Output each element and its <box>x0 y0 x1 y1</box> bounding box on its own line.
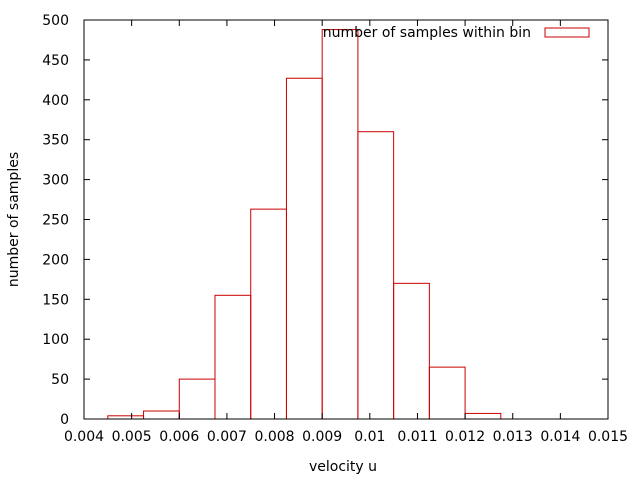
x-tick-label: 0.009 <box>302 429 342 445</box>
histogram-bar-7 <box>321 29 359 420</box>
x-tick-label: 0.008 <box>254 429 294 445</box>
legend-label: number of samples within bin <box>323 25 531 41</box>
histogram-bar-10 <box>428 366 466 420</box>
histogram-bar-8 <box>357 131 395 420</box>
plot-frame <box>83 19 609 420</box>
x-tick-label: 0.012 <box>445 429 485 445</box>
y-axis-title: number of samples <box>6 152 22 287</box>
y-tick-label: 350 <box>42 133 69 149</box>
x-tick-label: 0.005 <box>112 429 152 445</box>
y-tick-label: 100 <box>42 332 69 348</box>
ticks-layer <box>83 19 609 420</box>
x-tick-label: 0.004 <box>64 429 104 445</box>
histogram-bar-6 <box>285 77 323 420</box>
x-tick-label: 0.015 <box>588 429 628 445</box>
x-tick-label: 0.011 <box>397 429 437 445</box>
legend-swatch <box>544 27 590 38</box>
histogram-bar-9 <box>393 282 430 420</box>
y-tick-label: 400 <box>42 93 69 109</box>
histogram-bar-2 <box>143 410 180 420</box>
histogram-bar-11 <box>464 412 502 420</box>
histogram-bar-3 <box>178 378 216 420</box>
x-axis-title: velocity u <box>309 459 377 475</box>
y-tick-label: 0 <box>60 412 69 428</box>
y-tick-label: 200 <box>42 252 69 268</box>
x-tick-label: 0.014 <box>540 429 580 445</box>
tick-labels-layer: 0.004 0.005 0.006 0.007 0.008 0.009 0.01 0.011 0… <box>42 13 628 445</box>
y-tick-label: 150 <box>42 292 69 308</box>
x-tick-label: 0.01 <box>354 429 385 445</box>
x-tick-label: 0.006 <box>159 429 199 445</box>
histogram-bar-4 <box>214 294 252 420</box>
y-tick-label: 300 <box>42 173 69 189</box>
y-tick-label: 450 <box>42 53 69 69</box>
y-tick-label: 500 <box>42 13 69 29</box>
y-tick-label: 50 <box>51 372 69 388</box>
legend: number of samples within bin <box>323 25 590 41</box>
y-tick-label: 250 <box>42 213 69 229</box>
x-tick-label: 0.007 <box>207 429 247 445</box>
bars-layer <box>107 29 502 420</box>
histogram-bar-5 <box>250 208 287 420</box>
x-tick-label: 0.013 <box>493 429 533 445</box>
